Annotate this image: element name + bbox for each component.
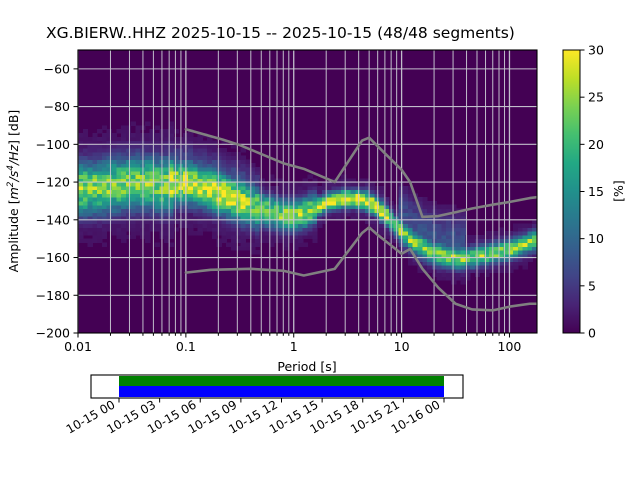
colorbar-tick-label: 10 — [588, 231, 604, 246]
y-tick-label: −160 — [36, 250, 70, 265]
colorbar-tick-label: 5 — [588, 278, 596, 293]
y-tick-label: −80 — [44, 99, 70, 114]
colorbar-tick-label: 20 — [588, 137, 604, 152]
y-tick-label: −60 — [44, 61, 70, 76]
y-tick-label: −180 — [36, 288, 70, 303]
colorbar-ticks: 0 5 10 15 20 25 30 — [580, 43, 604, 341]
gridlines — [77, 50, 537, 334]
colorbar-label: [%] — [611, 180, 626, 202]
ppsd-axes[interactable]: 0.01 0.1 1 10 100 −60 −80 −100 −120 −140 −160 −180… — [36, 49, 538, 354]
x-axis-label: Period [s] — [277, 359, 336, 374]
y-tick-label: −120 — [36, 175, 70, 190]
colorbar-tick-label: 15 — [588, 184, 604, 199]
y-axis-ticks: −60 −80 −100 −120 −140 −160 −180 −200 — [36, 61, 78, 341]
x-tick-label: 100 — [498, 339, 522, 354]
axes-frame — [77, 49, 538, 334]
plot-title: XG.BIERW..HHZ 2025-10-15 -- 2025-10-15 (… — [46, 24, 515, 42]
noise-model-curves — [184, 127, 537, 312]
timeline-ticks — [118, 398, 445, 403]
x-tick-label: 0.01 — [64, 339, 92, 354]
y-axis-label: Amplitude [m2/s4/Hz] [dB] — [6, 110, 21, 273]
timeline-data-bar — [119, 386, 444, 397]
x-tick-label: 1 — [290, 339, 298, 354]
colorbar-tick-label: 0 — [588, 326, 596, 341]
colorbar[interactable]: 0 5 10 15 20 25 30 [%] — [562, 43, 626, 341]
x-tick-label: 10 — [394, 339, 410, 354]
y-tick-label: −100 — [36, 137, 70, 152]
colorbar-tick-label: 30 — [588, 43, 604, 58]
colorbar-gradient — [563, 50, 580, 333]
colorbar-tick-label: 25 — [588, 90, 604, 105]
y-tick-label: −140 — [36, 212, 70, 227]
y-tick-label: −200 — [36, 326, 70, 341]
x-axis-ticks: 0.01 0.1 1 10 100 — [64, 333, 521, 354]
x-tick-label: 0.1 — [176, 339, 196, 354]
timeline-available-bar — [119, 376, 444, 386]
